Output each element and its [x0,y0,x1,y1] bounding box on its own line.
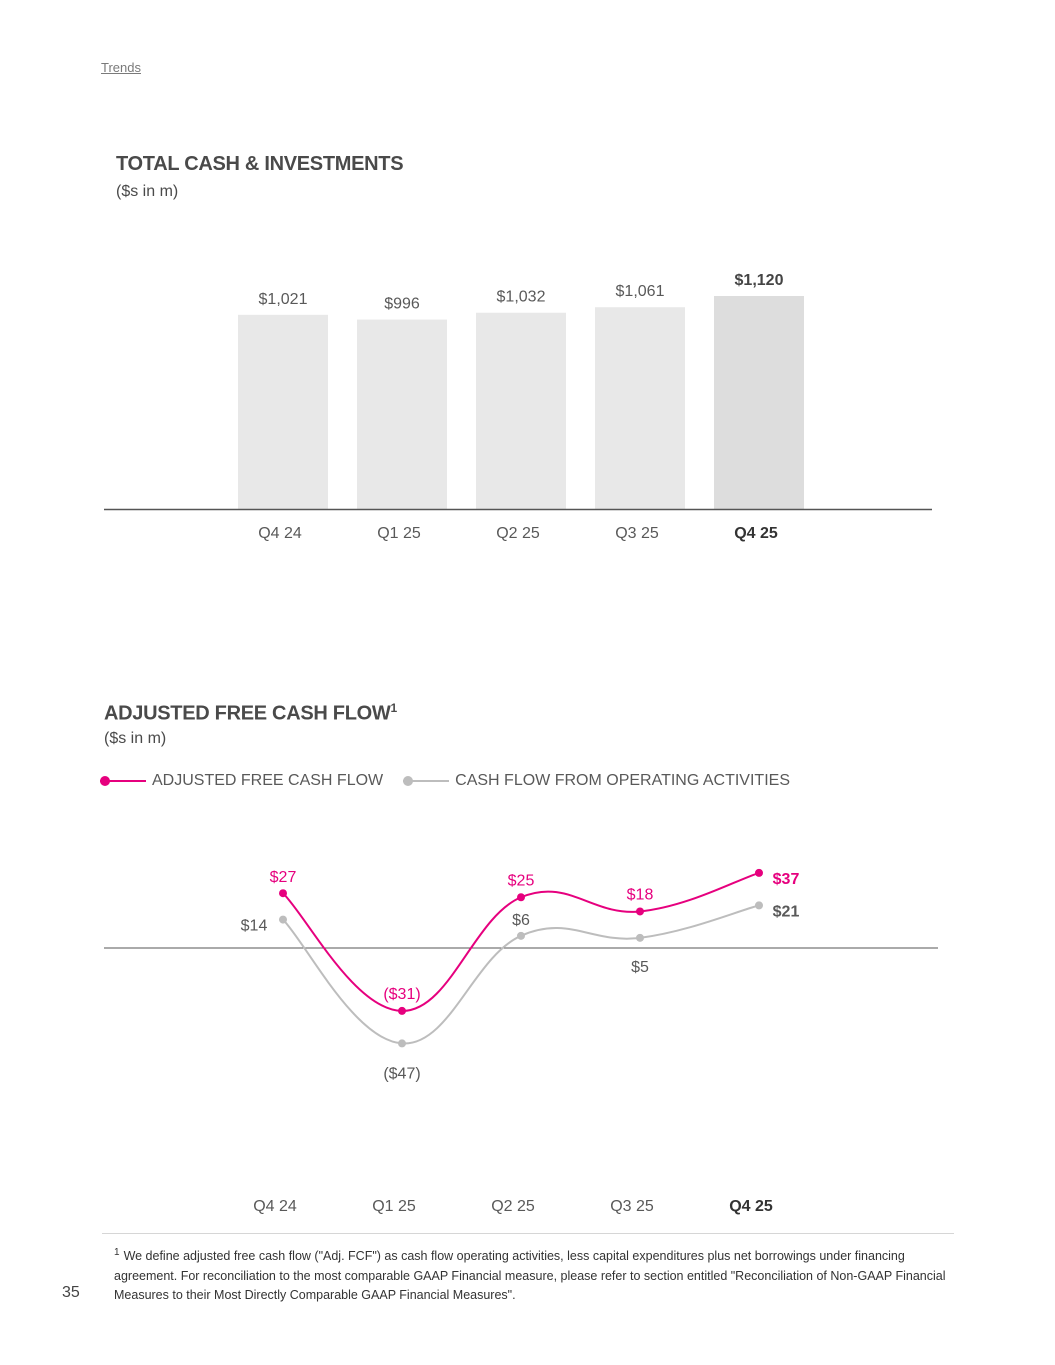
legend-item-operating-cash-flow: CASH FLOW FROM OPERATING ACTIVITIES [403,772,790,790]
bar-chart-subtitle: ($s in m) [116,183,179,200]
bar-x-tick-label: Q4 25 [734,525,778,542]
title-footnote-marker: 1 [390,701,397,715]
data-point [636,933,644,942]
data-point [279,915,287,924]
data-label: $21 [773,903,800,920]
page-number: 35 [62,1284,80,1301]
bar-q3-25 [595,307,685,509]
data-label: $27 [270,869,297,886]
legend-swatch-pink [100,775,146,787]
data-point [398,1006,406,1015]
footer-divider [102,1233,954,1234]
line-chart-legend: ADJUSTED FREE CASH FLOW CASH FLOW FROM O… [100,770,810,792]
data-point [636,907,644,916]
data-label: $6 [512,912,530,929]
bar-value-label: $1,032 [497,289,546,306]
data-point [517,893,525,902]
bar-x-tick-label: Q1 25 [377,525,421,542]
data-label: ($47) [383,1065,420,1082]
series-line-adjusted-fcf [282,871,760,1012]
data-point [755,868,763,877]
bar-x-tick-label: Q2 25 [496,525,540,542]
bar-value-label: $1,021 [259,291,308,308]
footnote-text: We define adjusted free cash flow ("Adj.… [114,1249,946,1303]
legend-item-adjusted-fcf: ADJUSTED FREE CASH FLOW [100,772,383,790]
line-chart-title-text: ADJUSTED FREE CASH FLOW [104,702,391,725]
line-chart-title: ADJUSTED FREE CASH FLOW1 [104,701,397,726]
data-point [398,1039,406,1048]
data-label: $14 [241,918,268,935]
bar-chart-title: TOTAL CASH & INVESTMENTS [116,153,404,175]
legend-label-adjusted-fcf: ADJUSTED FREE CASH FLOW [152,772,384,789]
data-label: $5 [631,959,649,976]
line-x-tick-label: Q4 25 [729,1198,773,1215]
data-label: $25 [508,872,535,889]
footnote: 1 We define adjusted free cash flow ("Adj… [114,1243,954,1306]
bar-q1-25 [357,319,447,509]
data-label: $37 [773,871,800,888]
bar-value-label: $996 [384,296,420,313]
bar-value-label: $1,061 [616,283,665,300]
bar-q4-25 [714,296,804,509]
bar-q4-24 [238,314,328,509]
data-label: ($31) [383,986,420,1003]
bar-q2-25 [476,312,566,509]
bar-x-tick-label: Q4 24 [258,525,302,542]
line-x-tick-label: Q3 25 [610,1198,654,1215]
bar-chart: $1,021 Q4 24 $996 Q1 25 $1,032 Q2 25 $1,061 Q3 … [104,272,932,542]
data-point [517,931,525,940]
line-chart-subtitle: ($s in m) [104,730,167,747]
footnote-marker: 1 [114,1247,120,1258]
bar-value-label: $1,120 [735,272,784,289]
breadcrumb[interactable]: Trends [101,60,141,75]
line-x-tick-label: Q2 25 [491,1198,535,1215]
line-x-tick-label: Q1 25 [372,1198,416,1215]
data-point [279,889,287,898]
legend-swatch-gray [403,775,450,787]
data-point [755,901,763,910]
series-line-operating-cash-flow [282,904,760,1045]
line-x-tick-label: Q4 24 [253,1198,297,1215]
bar-x-tick-label: Q3 25 [615,525,659,542]
legend-label-operating-cash-flow: CASH FLOW FROM OPERATING ACTIVITIES [455,772,790,789]
data-label: $18 [627,886,654,903]
